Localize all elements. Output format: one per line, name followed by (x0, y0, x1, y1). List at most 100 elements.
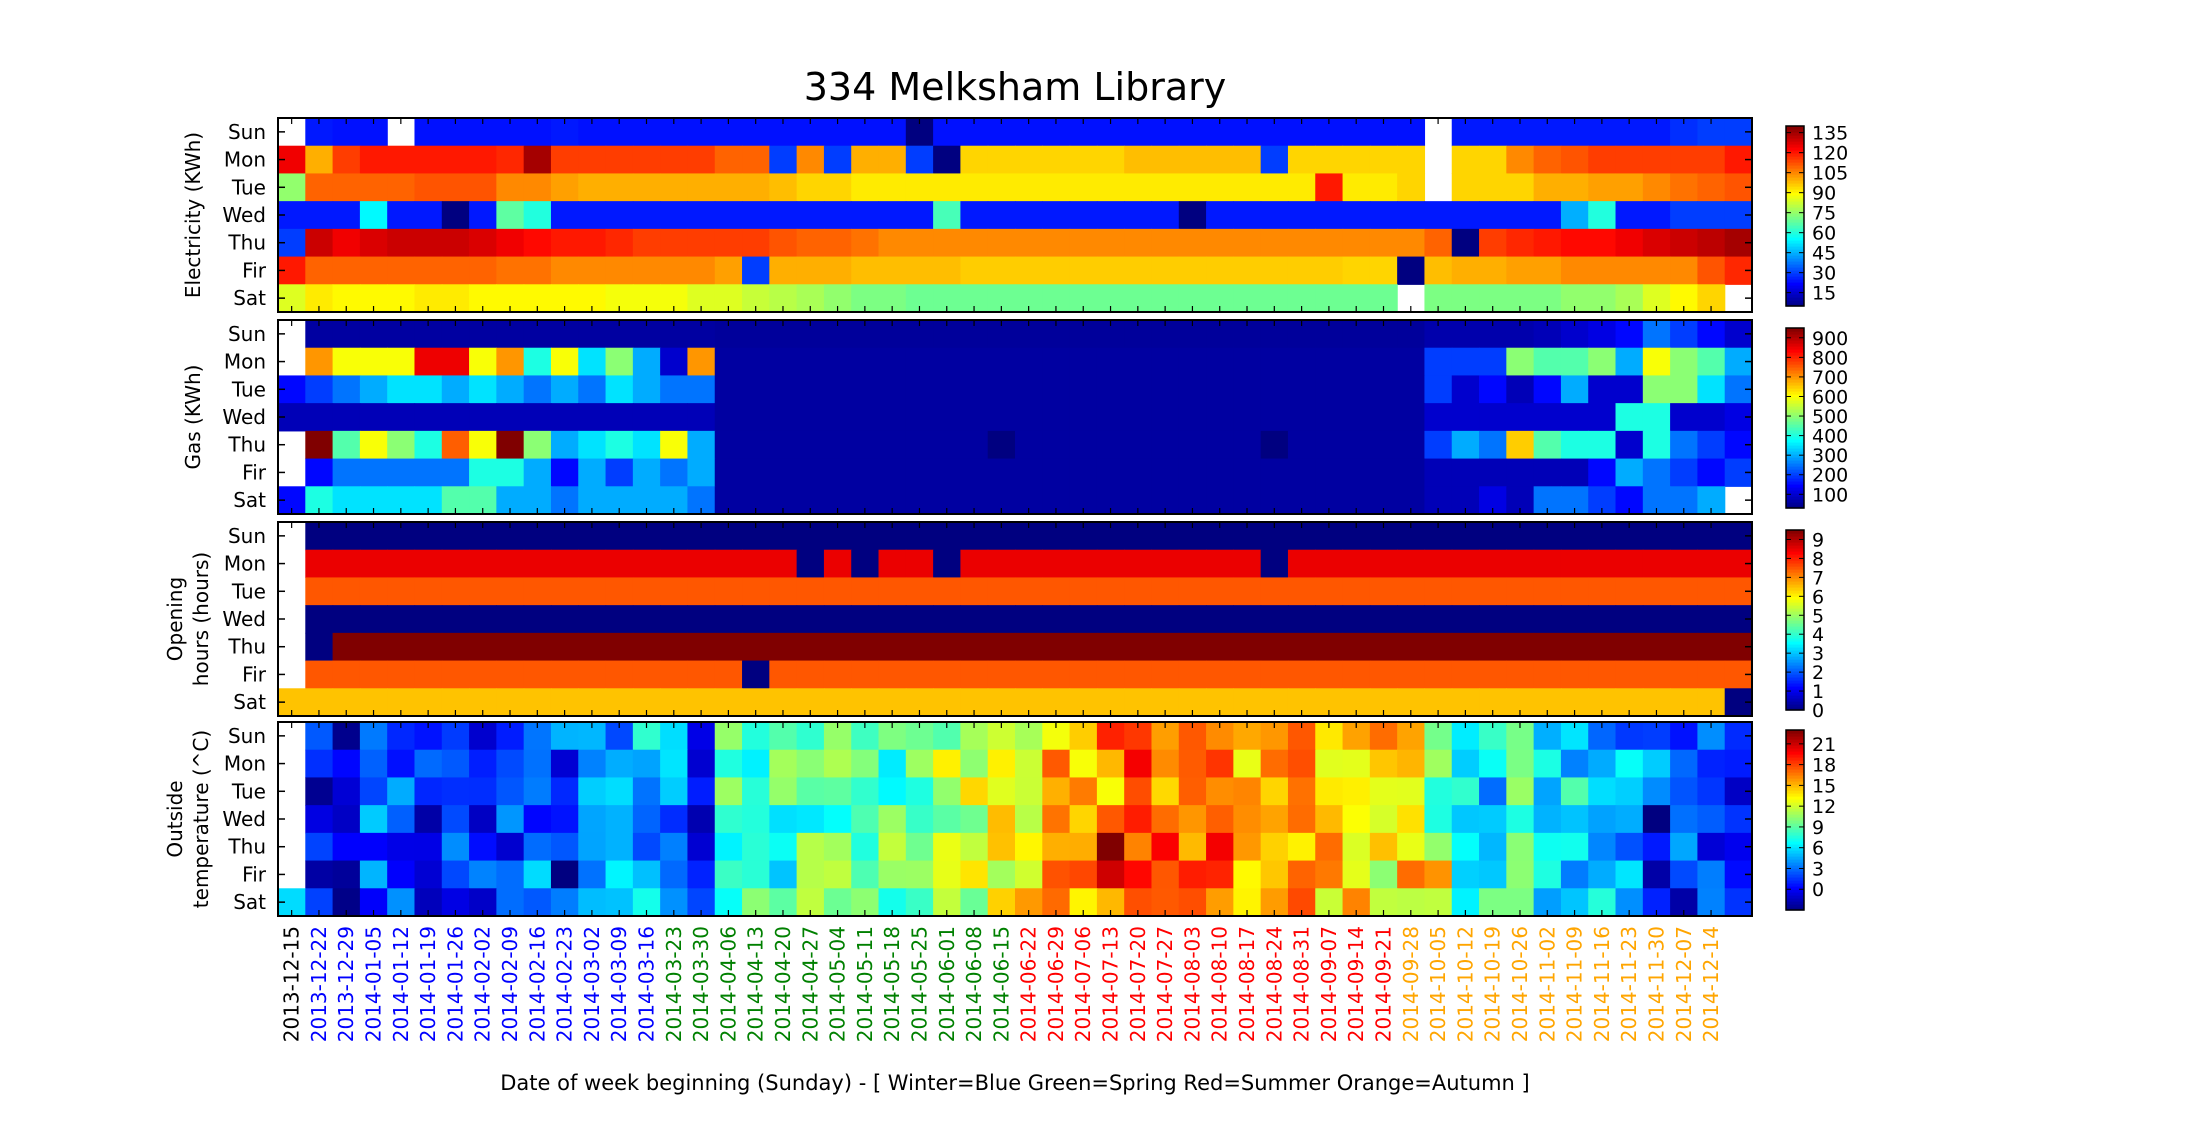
heatmap-cell (1397, 256, 1426, 285)
heatmap-cell (523, 605, 552, 634)
heatmap-cell (1697, 403, 1726, 432)
heatmap-cell (1588, 660, 1617, 689)
heatmap-cell (1260, 860, 1289, 889)
heatmap-cell (1151, 256, 1180, 285)
colorbar-segment (1786, 766, 1804, 770)
heatmap-cell (441, 458, 470, 487)
heatmap-cell (1342, 660, 1371, 689)
heatmap-cell (1015, 173, 1043, 202)
colorbar-segment (1786, 150, 1804, 154)
heatmap-cell (796, 347, 825, 377)
heatmap-cell (1287, 860, 1316, 889)
heatmap-cell (1451, 256, 1480, 285)
heatmap-cell (1670, 749, 1699, 779)
row-label: Sat (233, 890, 266, 914)
colorbar-segment (1786, 273, 1804, 277)
colorbar-segment (1786, 370, 1804, 374)
heatmap-cell (1533, 777, 1562, 806)
heatmap-cell (660, 458, 689, 487)
heatmap-cell (905, 632, 934, 662)
heatmap-cell (496, 632, 525, 662)
heatmap-cell (660, 256, 689, 285)
heatmap-cell (1069, 805, 1098, 834)
heatmap-cell (387, 201, 416, 230)
heatmap-cell (1042, 832, 1071, 862)
heatmap-cell (1069, 660, 1098, 689)
heatmap-cell (1206, 347, 1234, 377)
colorbar-segment (1786, 736, 1804, 740)
colorbar-segment (1786, 787, 1804, 791)
heatmap-cell (1178, 577, 1207, 606)
heatmap-cell (1178, 549, 1207, 579)
heatmap-cell (1533, 347, 1562, 377)
heatmap-cell (660, 549, 689, 579)
colorbar-segment (1786, 424, 1804, 428)
heatmap-cell (1533, 173, 1562, 202)
heatmap-cell (1588, 256, 1617, 285)
heatmap-cell (1233, 403, 1262, 432)
colorbar-segment (1786, 748, 1804, 752)
heatmap-cell (1233, 632, 1262, 662)
heatmap-cell (1479, 458, 1507, 487)
heatmap-cell (660, 605, 689, 634)
colorbar-segment (1786, 129, 1804, 133)
heatmap-cell (1260, 145, 1289, 175)
heatmap-cell (1560, 458, 1589, 487)
heatmap-cell (905, 777, 934, 806)
heatmap-cell (1233, 605, 1262, 634)
heatmap-cell (469, 605, 497, 634)
heatmap-cell (387, 605, 416, 634)
heatmap-cell (687, 749, 716, 779)
heatmap-cell (1178, 347, 1207, 377)
heatmap-cell (1506, 228, 1535, 258)
heatmap-cell (933, 145, 962, 175)
colorbar-segment (1786, 572, 1804, 576)
heatmap-cell (1642, 777, 1671, 806)
colorbar-segment (1786, 300, 1804, 304)
heatmap-cell (905, 577, 934, 606)
heatmap-cell (987, 749, 1016, 779)
colorbar-segment (1786, 823, 1804, 827)
heatmap-cell (742, 347, 770, 377)
colorbar-segment (1786, 303, 1804, 307)
heatmap-cell (1642, 256, 1671, 285)
colorbar-segment (1786, 814, 1804, 818)
colorbar-segment (1786, 542, 1804, 546)
heatmap-cell (441, 749, 470, 779)
colorbar-segment (1786, 889, 1804, 893)
heatmap-cell (387, 430, 416, 460)
heatmap-cell (1397, 430, 1426, 460)
heatmap-cell (660, 201, 689, 230)
heatmap-cell (905, 256, 934, 285)
heatmap-cell (687, 860, 716, 889)
heatmap-cell (332, 832, 361, 862)
heatmap-cell (1315, 375, 1344, 404)
heatmap-cell (1615, 660, 1644, 689)
heatmap-cell (851, 403, 880, 432)
heatmap-cell (1042, 347, 1071, 377)
heatmap-cell (359, 860, 388, 889)
heatmap-cell (851, 577, 880, 606)
colorbar-segment (1786, 201, 1804, 205)
heatmap-cell (1151, 632, 1180, 662)
heatmap-cell (1260, 549, 1289, 579)
heatmap-cell (1233, 749, 1262, 779)
heatmap-cell (605, 577, 634, 606)
heatmap-cell (578, 660, 607, 689)
heatmap-cell (905, 549, 934, 579)
heatmap-cell (878, 777, 907, 806)
heatmap-cell (1369, 860, 1398, 889)
heatmap-cell (1560, 347, 1589, 377)
colorbar-segment (1786, 769, 1804, 773)
heatmap-cell (714, 347, 743, 377)
colorbar-segment (1786, 261, 1804, 265)
colorbar-segment (1786, 135, 1804, 139)
heatmap-cell (387, 458, 416, 487)
heatmap-cell (878, 173, 907, 202)
colorbar-tick-label: 600 (1812, 386, 1848, 408)
heatmap-cell (1287, 660, 1316, 689)
colorbar-segment (1786, 276, 1804, 280)
heatmap-cell (332, 256, 361, 285)
heatmap-cell (823, 256, 852, 285)
heatmap-cell (796, 458, 825, 487)
